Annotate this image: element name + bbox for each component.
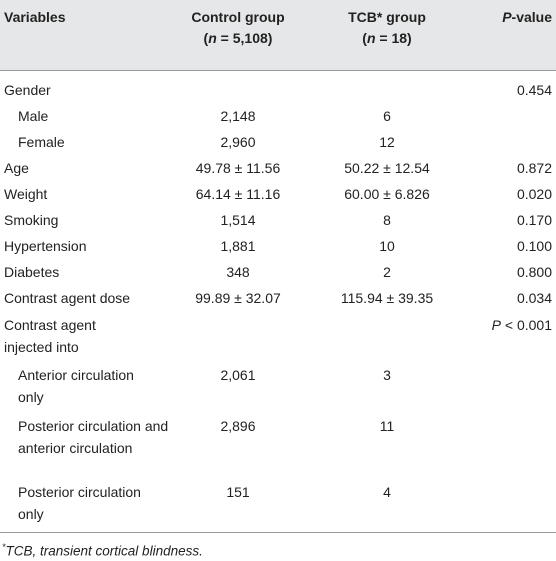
row-tcb: 115.94 ± 39.35: [340, 290, 434, 306]
header-tcb-group: TCB* group (n = 18): [333, 7, 441, 49]
row-p-value: 0.872: [516, 160, 552, 176]
header-control-n-var: n: [208, 30, 217, 46]
row-control: 2,061: [220, 367, 256, 383]
row-control: 348: [226, 264, 250, 280]
row-label: Gender: [4, 82, 51, 98]
row-label: Diabetes: [4, 264, 60, 280]
row-control: 151: [226, 484, 250, 500]
header-variables: Variables: [4, 9, 66, 25]
row-label: Posterior circulation only: [18, 484, 141, 522]
header-control-group: Control group (n = 5,108): [178, 7, 298, 49]
row-label: Age: [4, 160, 29, 176]
row-control: 49.78 ± 11.56: [195, 160, 281, 176]
row-label: Posterior circulation and anterior circu…: [18, 418, 169, 456]
p-italic: P: [491, 317, 501, 333]
header-p-rest: -value: [511, 9, 552, 25]
row-p-value: P < 0.001: [450, 314, 552, 336]
row-control: 2,960: [220, 134, 256, 150]
row-p-value: 0.800: [516, 264, 552, 280]
row-tcb: 8: [383, 212, 391, 228]
row-label: Male: [18, 108, 49, 124]
row-label: Contrast agent dose: [4, 290, 131, 306]
row-control: 2,896: [220, 418, 256, 434]
header-tcb-n-value: = 18): [375, 30, 412, 46]
row-tcb: 50.22 ± 12.54: [344, 160, 430, 176]
row-p-value: 0.034: [516, 290, 552, 306]
row-tcb: 11: [379, 418, 395, 434]
header-control-n-value: = 5,108): [216, 30, 273, 46]
row-control: 1,514: [220, 212, 256, 228]
table-header: Variables Control group (n = 5,108) TCB*…: [0, 0, 556, 71]
row-tcb: 12: [379, 134, 395, 150]
row-label: Female: [18, 134, 65, 150]
header-tcb-n-open: (: [362, 30, 367, 46]
row-tcb: 4: [383, 484, 391, 500]
header-tcb-title: TCB* group: [348, 9, 426, 25]
row-label: Weight: [4, 186, 48, 202]
p-rest: < 0.001: [501, 317, 552, 333]
row-tcb: 60.00 ± 6.826: [344, 186, 430, 202]
header-p-value: P-value: [470, 7, 552, 28]
row-p-value: 0.454: [516, 82, 552, 98]
row-control: 1,881: [220, 238, 256, 254]
table-footnote: *TCB, transient cortical blindness.: [2, 538, 203, 561]
row-label: Smoking: [4, 212, 59, 228]
footnote-mark: *: [2, 542, 6, 552]
row-tcb: 6: [383, 108, 391, 124]
row-label: Contrast agent injected into: [4, 317, 96, 355]
row-control: 2,148: [220, 108, 256, 124]
header-control-n-open: (: [203, 30, 209, 46]
row-control: 64.14 ± 11.16: [195, 186, 281, 202]
row-tcb: 3: [383, 367, 391, 383]
header-p-italic: P: [502, 9, 512, 25]
row-control: 99.89 ± 32.07: [195, 290, 281, 306]
header-control-title: Control group: [191, 9, 285, 25]
row-p-value: 0.020: [516, 186, 552, 202]
footnote-text: TCB, transient cortical blindness.: [5, 543, 203, 559]
table-bottom-rule: [0, 532, 556, 533]
row-label: Hypertension: [4, 238, 87, 254]
row-tcb: 10: [379, 238, 395, 254]
header-tcb-n-var: n: [366, 30, 376, 46]
row-p-value: 0.170: [516, 212, 552, 228]
row-label: Anterior circulation only: [18, 367, 134, 405]
row-tcb: 2: [383, 264, 391, 280]
row-p-value: 0.100: [516, 238, 552, 254]
